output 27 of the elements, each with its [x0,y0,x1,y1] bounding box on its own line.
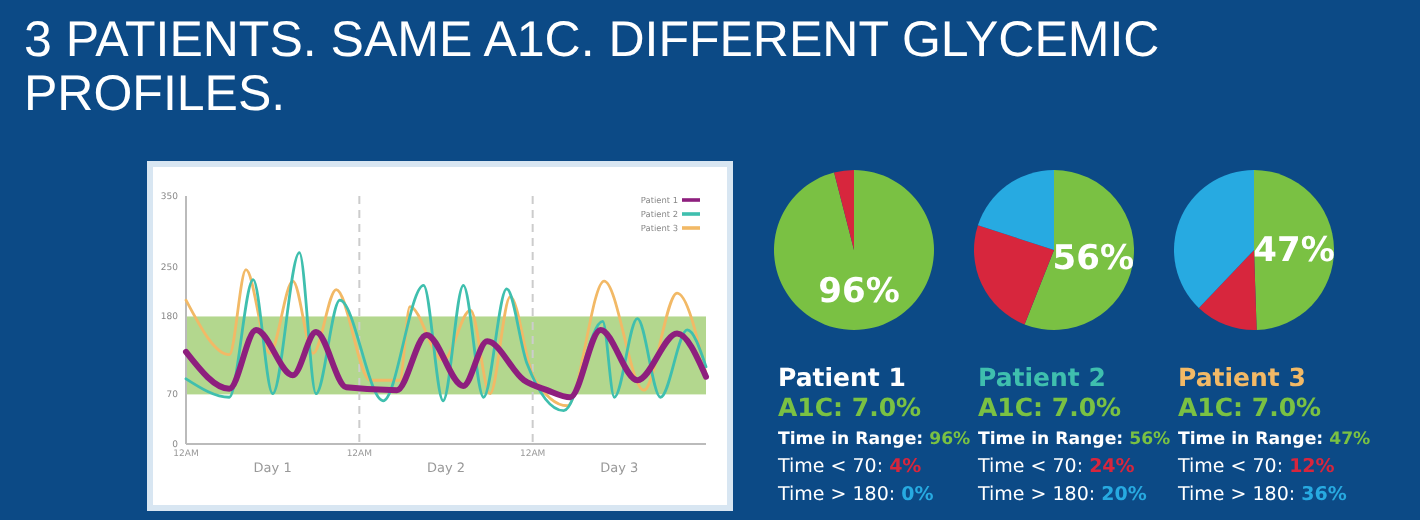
text: Time > 180: 0% [776,484,935,506]
text: A1C: 7.0% [978,392,1123,422]
text: Time in Range: 96% [778,430,972,450]
pie-slice [1174,170,1254,308]
data-label: 96% [818,271,900,312]
text: Time < 70: 24% [976,456,1136,478]
text: Patient 3 [1178,362,1306,392]
text: A1C: 7.0% [1178,392,1323,422]
text: Time < 70: 4% [776,456,923,478]
pie-slice [977,170,1054,250]
chart-title: 3 PATIENTS. SAME A1C. DIFFERENT GLYCEMIC PROFILES. [24,12,1160,122]
text: Time in Range: 56% [978,430,1172,450]
text: Time in Range: 47% [1178,430,1372,450]
pie-slice [774,170,934,330]
pie-slice [1024,170,1134,330]
text: Time > 180: 20% [976,484,1148,506]
pie-slice [834,170,854,250]
text: A1C: 7.0% [778,392,923,422]
pie-slice [1254,170,1334,330]
pie-slice [974,225,1054,325]
text: Patient 2 [978,362,1106,392]
text: Patient 1 [778,362,906,392]
data-label: 47% [1253,231,1335,272]
text: Time > 180: 36% [1176,484,1348,506]
pie-slice [1198,250,1257,330]
data-label: 56% [1052,239,1134,280]
text: Time < 70: 12% [1176,456,1336,478]
